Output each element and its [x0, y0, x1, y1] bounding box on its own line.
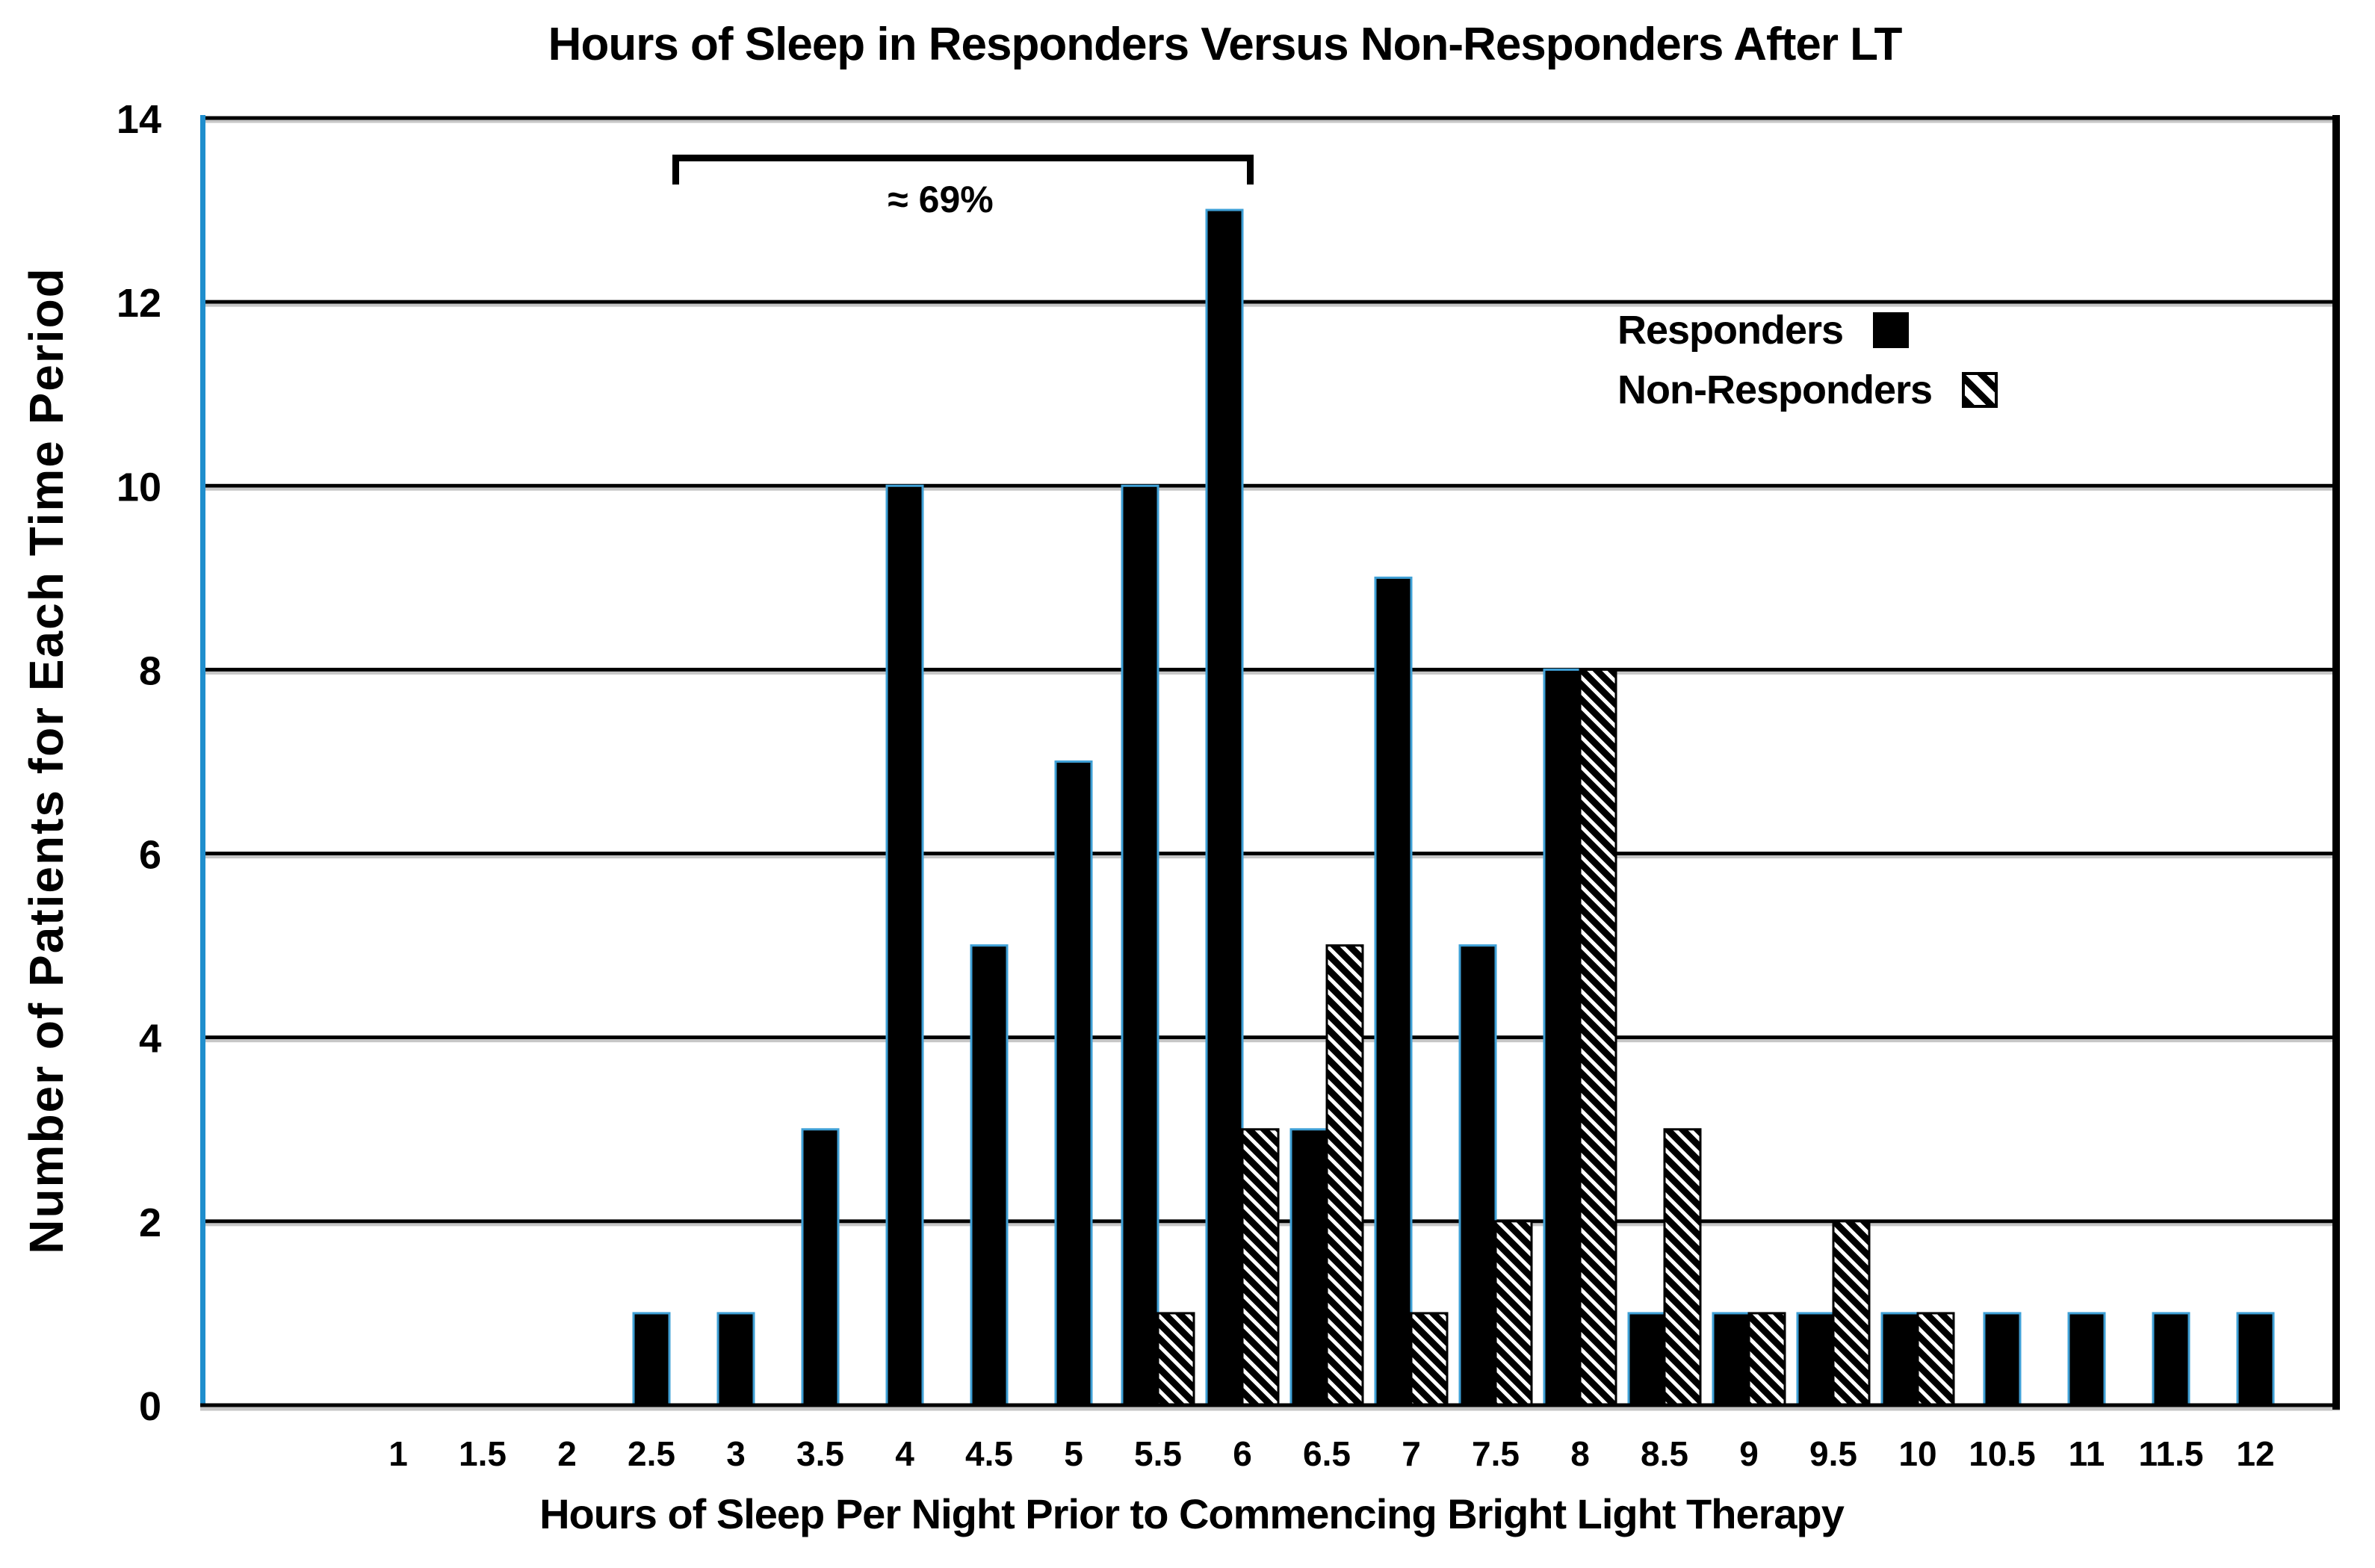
- x-tick-label-7.5: 7.5: [1472, 1434, 1520, 1473]
- plot-right-border: [2332, 115, 2340, 1410]
- x-axis-shadow: [200, 1407, 2340, 1411]
- bar-responders-4.5: [970, 944, 1009, 1407]
- x-axis-line: [200, 1403, 2340, 1407]
- bar-responders-8.5: [1627, 1312, 1666, 1407]
- chart-title: Hours of Sleep in Responders Versus Non-…: [548, 19, 1903, 70]
- gridline-shadow-y8: [202, 671, 2340, 675]
- bar-responders-5: [1054, 760, 1093, 1407]
- x-tick-label-5: 5: [1064, 1434, 1083, 1473]
- x-tick-label-3: 3: [726, 1434, 746, 1473]
- gridline-y8: [202, 667, 2340, 672]
- gridline-y4: [202, 1035, 2340, 1040]
- legend-label-responders: Responders: [1617, 308, 1844, 353]
- bar-responders-6.5: [1289, 1128, 1328, 1407]
- bar-responders-5.5: [1121, 484, 1159, 1407]
- bar-non-responders-7: [1410, 1312, 1449, 1407]
- x-tick-label-11.5: 11.5: [2139, 1434, 2204, 1473]
- bar-responders-11: [2067, 1312, 2106, 1407]
- gridline-y14: [202, 116, 2340, 120]
- x-tick-label-1.5: 1.5: [459, 1434, 507, 1473]
- gridline-y10: [202, 483, 2340, 488]
- bar-responders-8: [1543, 668, 1582, 1407]
- x-tick-label-2: 2: [557, 1434, 577, 1473]
- y-axis-line: [200, 115, 205, 1408]
- gridline-shadow-y4: [202, 1039, 2340, 1043]
- x-tick-label-6.5: 6.5: [1303, 1434, 1351, 1473]
- gridline-y12: [202, 300, 2340, 304]
- x-tick-label-8.5: 8.5: [1641, 1434, 1688, 1473]
- bar-responders-10: [1880, 1312, 1919, 1407]
- bar-responders-12: [2236, 1312, 2275, 1407]
- legend-label-non-responders: Non-Responders: [1617, 368, 1933, 412]
- bar-non-responders-8: [1579, 668, 1617, 1407]
- gridline-y6: [202, 852, 2340, 856]
- bar-responders-2.5: [632, 1312, 671, 1407]
- legend-item-responders: Responders: [1617, 300, 1998, 360]
- bar-responders-9: [1712, 1312, 1750, 1407]
- bar-non-responders-7.5: [1494, 1220, 1533, 1407]
- y-tick-label-4: 4: [139, 1017, 161, 1062]
- gridline-shadow-y10: [202, 487, 2340, 491]
- x-tick-label-12: 12: [2236, 1434, 2274, 1473]
- y-tick-label-10: 10: [117, 465, 161, 509]
- bar-non-responders-5.5: [1156, 1312, 1195, 1407]
- y-tick-label-6: 6: [139, 833, 161, 878]
- legend-swatch-hatch-icon: [1962, 372, 1998, 408]
- bar-responders-3.5: [801, 1128, 840, 1407]
- x-tick-label-4: 4: [895, 1434, 914, 1473]
- bar-responders-10.5: [1983, 1312, 2022, 1407]
- bar-non-responders-10: [1916, 1312, 1955, 1407]
- bar-responders-6: [1205, 208, 1244, 1407]
- y-tick-label-14: 14: [117, 97, 161, 142]
- x-tick-label-10.5: 10.5: [1969, 1434, 2036, 1473]
- gridline-shadow-y14: [202, 120, 2340, 123]
- x-tick-label-9: 9: [1739, 1434, 1759, 1473]
- y-tick-label-12: 12: [117, 281, 161, 326]
- bar-non-responders-6: [1241, 1128, 1280, 1407]
- bar-non-responders-6.5: [1325, 944, 1364, 1407]
- percent-annotation-label: ≈ 69%: [888, 179, 994, 220]
- x-tick-label-1: 1: [388, 1434, 408, 1473]
- y-tick-label-0: 0: [139, 1384, 161, 1429]
- gridline-shadow-y6: [202, 855, 2340, 859]
- y-tick-label-8: 8: [139, 648, 161, 693]
- x-tick-label-9.5: 9.5: [1809, 1434, 1857, 1473]
- bar-responders-9.5: [1796, 1312, 1835, 1407]
- x-tick-label-5.5: 5.5: [1134, 1434, 1182, 1473]
- x-tick-label-3.5: 3.5: [796, 1434, 844, 1473]
- x-tick-label-8: 8: [1570, 1434, 1590, 1473]
- x-axis-title: Hours of Sleep Per Night Prior to Commen…: [539, 1490, 1845, 1537]
- bar-non-responders-8.5: [1663, 1128, 1702, 1407]
- legend-swatch-solid-icon: [1873, 312, 1910, 348]
- percent-bracket-annotation: [672, 155, 1254, 185]
- bar-responders-3: [716, 1312, 755, 1407]
- legend: Responders Non-Responders: [1617, 300, 1998, 420]
- legend-item-non-responders: Non-Responders: [1617, 360, 1998, 420]
- y-tick-label-2: 2: [139, 1200, 161, 1245]
- x-tick-label-4.5: 4.5: [965, 1434, 1013, 1473]
- x-tick-label-11: 11: [2069, 1434, 2105, 1473]
- x-tick-label-10: 10: [1898, 1434, 1936, 1473]
- x-tick-label-6: 6: [1233, 1434, 1252, 1473]
- x-tick-label-2.5: 2.5: [628, 1434, 675, 1473]
- bar-non-responders-9: [1747, 1312, 1786, 1407]
- bar-responders-7: [1374, 576, 1413, 1407]
- bar-non-responders-9.5: [1832, 1220, 1871, 1407]
- gridline-shadow-y12: [202, 303, 2340, 307]
- bar-responders-4: [885, 484, 924, 1407]
- x-tick-label-7: 7: [1402, 1434, 1421, 1473]
- bar-responders-11.5: [2152, 1312, 2190, 1407]
- bar-responders-7.5: [1458, 944, 1497, 1407]
